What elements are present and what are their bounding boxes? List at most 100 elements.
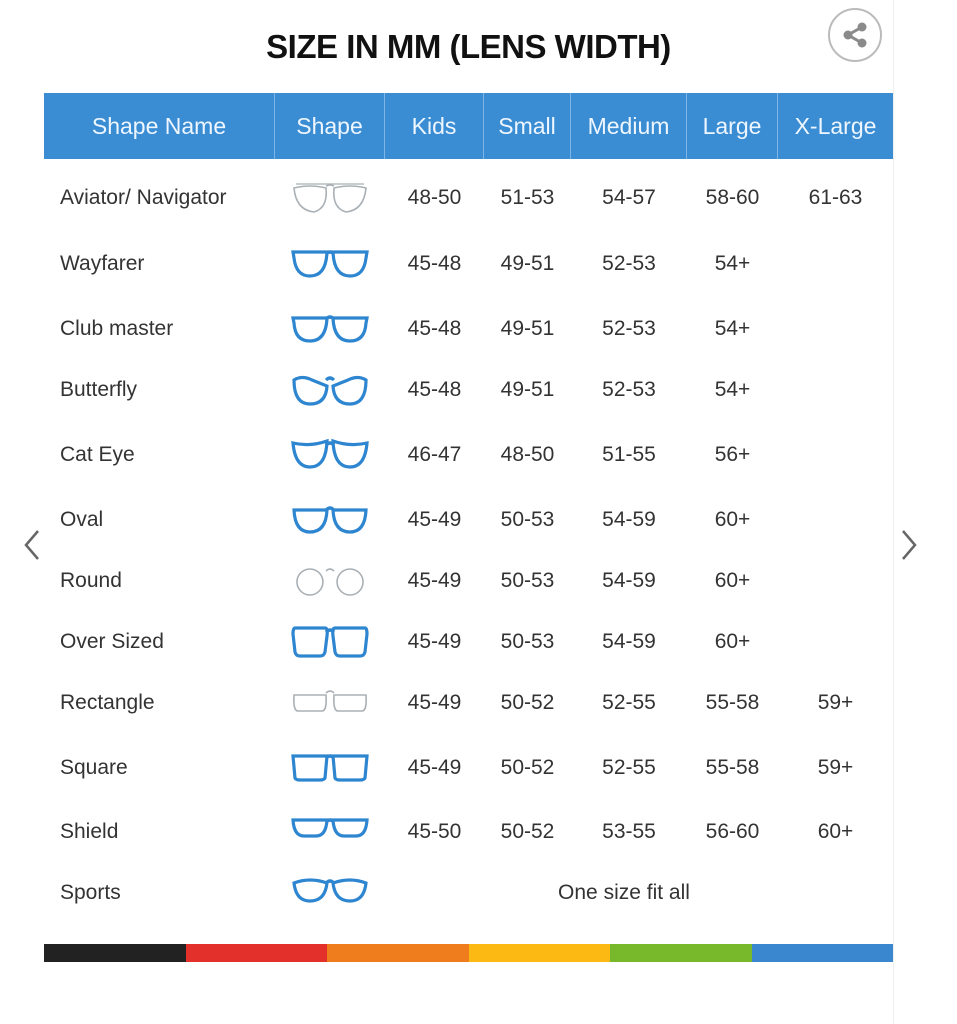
table-row: Shield 45-50 50-52 53-55 56-60 60+ xyxy=(44,802,893,862)
size-large: 56-60 xyxy=(705,820,760,843)
chevron-left-icon xyxy=(24,530,39,560)
size-medium: 51-55 xyxy=(602,443,656,466)
glasses-butterfly-icon xyxy=(275,360,385,420)
size-kids: 45-49 xyxy=(407,756,462,779)
color-bar-segment xyxy=(185,944,327,962)
size-kids: 45-49 xyxy=(407,508,462,531)
size-small: 50-52 xyxy=(500,691,555,714)
glasses-cateye-icon xyxy=(275,425,385,485)
shape-name: Club master xyxy=(60,317,174,340)
previous-button[interactable] xyxy=(18,525,48,565)
glasses-clubmaster-icon xyxy=(275,299,385,359)
size-small: 50-53 xyxy=(500,569,555,592)
table-row: Square 45-49 50-52 52-55 55-58 59+ xyxy=(44,738,893,798)
table-row: Butterfly 45-48 49-51 52-53 54+ xyxy=(44,360,893,420)
glasses-shield-icon xyxy=(275,802,385,862)
size-large: 58-60 xyxy=(705,186,760,209)
size-kids: 45-50 xyxy=(407,820,462,843)
table-row: Oval 45-49 50-53 54-59 60+ xyxy=(44,490,893,550)
shape-name: Square xyxy=(60,756,128,779)
size-x-large xyxy=(778,551,893,611)
size-large: 56+ xyxy=(714,443,751,466)
glasses-sports-icon xyxy=(275,863,385,923)
size-x-large: 60+ xyxy=(817,820,854,843)
size-kids: 45-49 xyxy=(407,569,462,592)
size-large: 60+ xyxy=(714,569,751,592)
size-kids: 45-49 xyxy=(407,691,462,714)
size-large: 60+ xyxy=(714,508,751,531)
table-row: Club master 45-48 49-51 52-53 54+ xyxy=(44,299,893,359)
size-medium: 54-59 xyxy=(602,569,656,592)
size-medium: 52-53 xyxy=(602,252,656,275)
table-row: Sports One size fit all xyxy=(44,863,893,923)
size-x-large: 61-63 xyxy=(808,186,863,209)
size-x-large xyxy=(778,234,893,294)
chevron-right-icon xyxy=(902,530,917,560)
shape-name: Rectangle xyxy=(60,691,155,714)
shape-name: Sports xyxy=(60,881,121,904)
color-bar-segment xyxy=(327,944,469,962)
one-size-note: One size fit all xyxy=(558,881,690,904)
size-medium: 52-53 xyxy=(602,317,656,340)
shape-name: Butterfly xyxy=(60,378,138,401)
size-medium: 52-53 xyxy=(602,378,656,401)
size-medium: 54-57 xyxy=(602,186,656,209)
size-x-large: 59+ xyxy=(817,756,854,779)
size-large: 60+ xyxy=(714,630,751,653)
size-x-large xyxy=(778,299,893,359)
header-small: Small xyxy=(484,93,571,159)
size-medium: 52-55 xyxy=(602,691,656,714)
table-row: Rectangle 45-49 50-52 52-55 55-58 59+ xyxy=(44,673,893,733)
size-kids: 45-48 xyxy=(407,378,462,401)
size-large: 54+ xyxy=(714,252,751,275)
size-kids: 45-48 xyxy=(407,317,462,340)
size-large: 55-58 xyxy=(705,691,760,714)
next-button[interactable] xyxy=(895,525,925,565)
size-x-large xyxy=(778,490,893,550)
shape-name: Over Sized xyxy=(60,630,164,653)
size-x-large: 59+ xyxy=(817,691,854,714)
shape-name: Wayfarer xyxy=(60,252,145,275)
header-shape: Shape xyxy=(275,93,385,159)
size-kids: 45-48 xyxy=(407,252,462,275)
header-large: Large xyxy=(687,93,778,159)
size-small: 50-53 xyxy=(500,508,555,531)
size-small: 49-51 xyxy=(500,378,555,401)
header-medium: Medium xyxy=(571,93,687,159)
glasses-wayfarer-icon xyxy=(275,234,385,294)
color-bar xyxy=(44,944,893,962)
table-row: Over Sized 45-49 50-53 54-59 60+ xyxy=(44,612,893,672)
size-medium: 52-55 xyxy=(602,756,656,779)
header-kids: Kids xyxy=(385,93,484,159)
color-bar-segment xyxy=(751,944,893,962)
size-small: 50-53 xyxy=(500,630,555,653)
shape-name: Oval xyxy=(60,508,104,531)
size-large: 54+ xyxy=(714,317,751,340)
color-bar-segment xyxy=(610,944,752,962)
glasses-round-icon xyxy=(275,551,385,611)
size-large: 55-58 xyxy=(705,756,760,779)
size-kids: 46-47 xyxy=(407,443,462,466)
viewer-edge xyxy=(893,0,894,1024)
table-row: Wayfarer 45-48 49-51 52-53 54+ xyxy=(44,234,893,294)
size-medium: 54-59 xyxy=(602,508,656,531)
header-x-large: X-Large xyxy=(794,112,877,139)
shape-name: Round xyxy=(60,569,122,592)
glasses-aviator-icon xyxy=(275,168,385,228)
size-small: 49-51 xyxy=(500,317,555,340)
size-medium: 54-59 xyxy=(602,630,656,653)
size-kids: 45-49 xyxy=(407,630,462,653)
size-x-large xyxy=(778,360,893,420)
size-x-large xyxy=(778,612,893,672)
table-row: Cat Eye 46-47 48-50 51-55 56+ xyxy=(44,425,893,485)
shape-name: Shield xyxy=(60,820,119,843)
size-small: 51-53 xyxy=(500,186,555,209)
size-small: 49-51 xyxy=(500,252,555,275)
size-medium: 53-55 xyxy=(602,820,656,843)
glasses-oval-icon xyxy=(275,490,385,550)
table-row: Aviator/ Navigator 48-50 51-53 54-57 58-60 6… xyxy=(44,168,893,228)
size-large: 54+ xyxy=(714,378,751,401)
table-row: Round 45-49 50-53 54-59 60+ xyxy=(44,551,893,611)
size-kids: 48-50 xyxy=(407,186,462,209)
share-button[interactable] xyxy=(828,8,882,62)
